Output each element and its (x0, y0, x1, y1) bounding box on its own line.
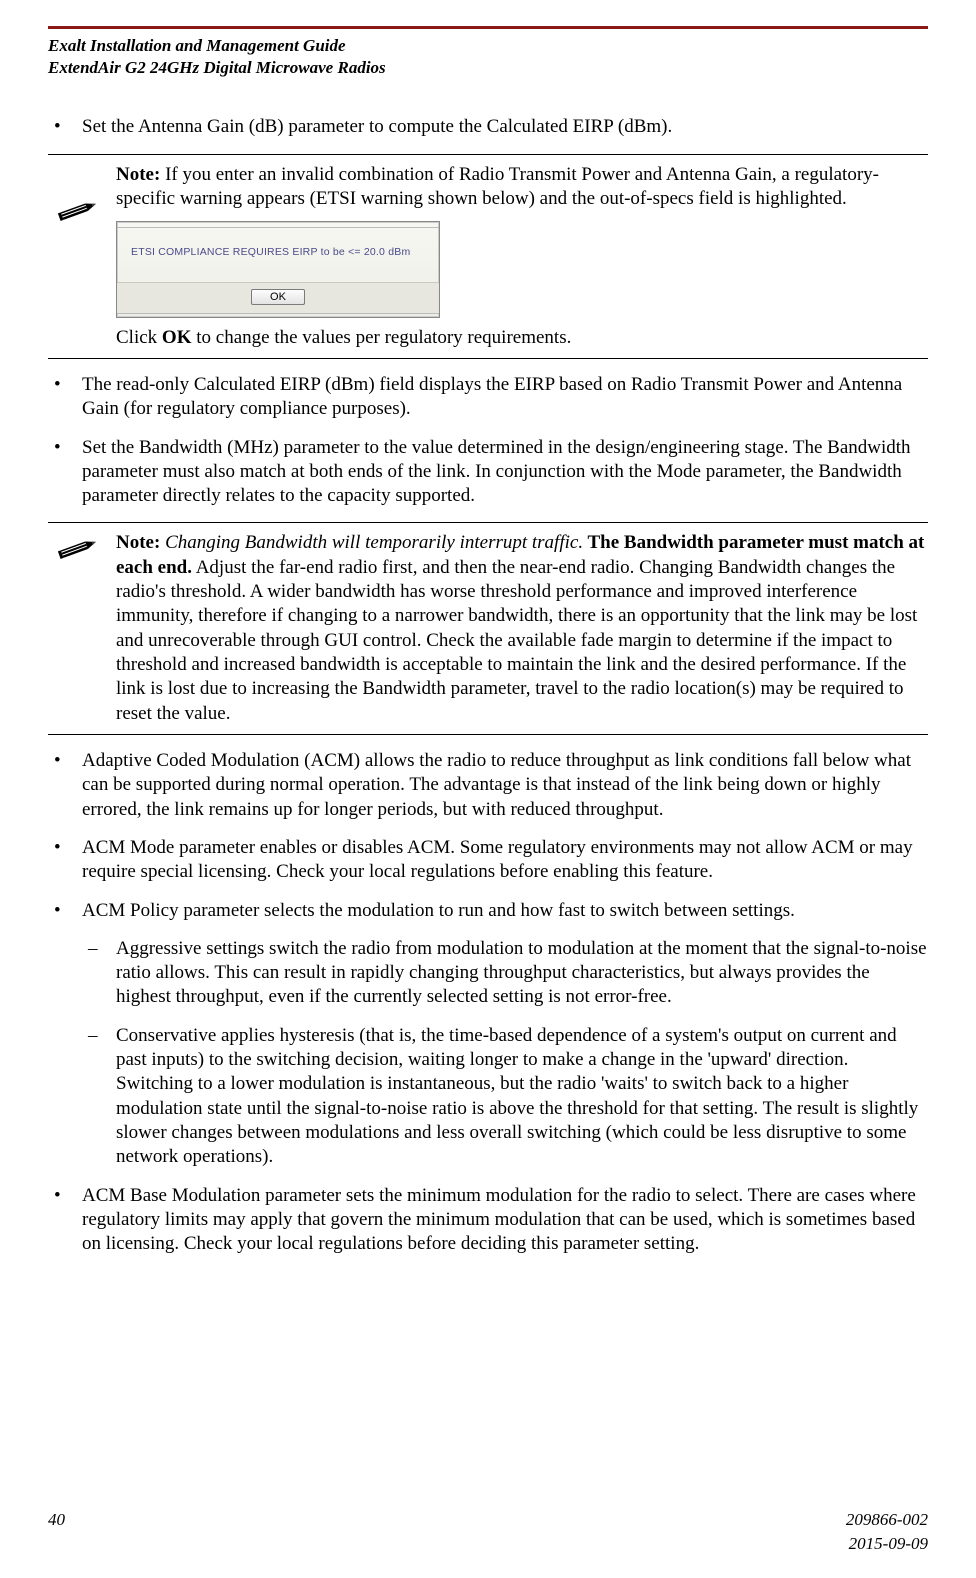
bullet-item: Set the Antenna Gain (dB) parameter to c… (48, 115, 928, 139)
note-separator (48, 734, 928, 735)
footer-row-2: 2015-09-09 (48, 1532, 928, 1556)
page-number: 40 (48, 1508, 65, 1532)
pencil-icon (57, 195, 101, 225)
note-icon-col (48, 163, 110, 225)
dialog-bottom-border (117, 313, 439, 317)
ok-button[interactable]: OK (251, 289, 305, 305)
dialog-wrap: ETSI COMPLIANCE REQUIRES EIRP to be <= 2… (116, 221, 928, 317)
footer: 40 209866-002 2015-09-09 (48, 1508, 928, 1556)
note-italic: Changing Bandwidth will temporarily inte… (160, 532, 583, 553)
ok-bold: OK (162, 327, 192, 348)
note-body: Note: Changing Bandwidth will temporaril… (48, 523, 928, 734)
dialog-message: ETSI COMPLIANCE REQUIRES EIRP to be <= 2… (117, 228, 439, 281)
bullet-text: ACM Policy parameter selects the modulat… (82, 900, 795, 921)
text-fragment: to change the values per regulatory requ… (191, 327, 571, 348)
content: Set the Antenna Gain (dB) parameter to c… (48, 115, 928, 1256)
header-title-1: Exalt Installation and Management Guide (48, 35, 928, 57)
bullet-list-1: Set the Antenna Gain (dB) parameter to c… (48, 115, 928, 139)
doc-number: 209866-002 (846, 1508, 928, 1532)
bullet-list-3: Adaptive Coded Modulation (ACM) allows t… (48, 749, 928, 1257)
footer-row-1: 40 209866-002 (48, 1508, 928, 1532)
note-rest: Adjust the far-end radio first, and then… (116, 557, 917, 724)
pencil-icon (57, 533, 101, 563)
dash-item: Conservative applies hysteresis (that is… (82, 1024, 928, 1170)
dialog-footer: OK (117, 282, 439, 313)
header-block: Exalt Installation and Management Guide … (48, 35, 928, 79)
dash-list: Aggressive settings switch the radio fro… (82, 937, 928, 1170)
header-rule (48, 26, 928, 29)
note-label: Note: (116, 532, 160, 553)
bullet-item: Adaptive Coded Modulation (ACM) allows t… (48, 749, 928, 822)
bullet-item: ACM Base Modulation parameter sets the m… (48, 1184, 928, 1257)
note-text: Note: Changing Bandwidth will temporaril… (110, 531, 928, 726)
note-block-2: Note: Changing Bandwidth will temporaril… (48, 522, 928, 735)
note-text-content: If you enter an invalid combination of R… (116, 164, 879, 209)
bullet-item: ACM Mode parameter enables or disables A… (48, 836, 928, 885)
note-text: Note: If you enter an invalid combinatio… (110, 163, 928, 350)
click-ok-text: Click OK to change the values per regula… (116, 326, 928, 350)
note-separator (48, 358, 928, 359)
bullet-item: Set the Bandwidth (MHz) parameter to the… (48, 436, 928, 509)
bullet-item: ACM Policy parameter selects the modulat… (48, 899, 928, 1170)
bullet-item: The read-only Calculated EIRP (dBm) fiel… (48, 373, 928, 422)
note-label: Note: (116, 164, 160, 185)
header-title-2: ExtendAir G2 24GHz Digital Microwave Rad… (48, 57, 928, 79)
dash-item: Aggressive settings switch the radio fro… (82, 937, 928, 1010)
doc-date: 2015-09-09 (849, 1532, 928, 1556)
page: Exalt Installation and Management Guide … (0, 0, 976, 1578)
note-body: Note: If you enter an invalid combinatio… (48, 155, 928, 358)
note-icon-col (48, 531, 110, 563)
note-block-1: Note: If you enter an invalid combinatio… (48, 154, 928, 359)
bullet-list-2: The read-only Calculated EIRP (dBm) fiel… (48, 373, 928, 509)
text-fragment: Click (116, 327, 162, 348)
etsi-dialog: ETSI COMPLIANCE REQUIRES EIRP to be <= 2… (116, 221, 440, 317)
